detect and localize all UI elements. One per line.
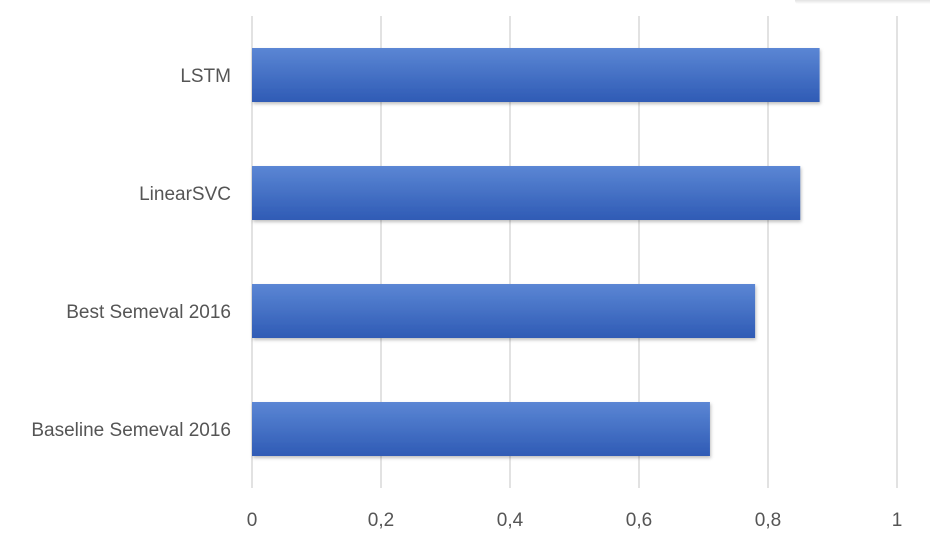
x-tick-label: 1	[892, 510, 903, 531]
x-tick-label: 0,8	[755, 510, 781, 531]
x-tick-label: 0,6	[626, 510, 652, 531]
x-tick-label: 0,2	[368, 510, 394, 531]
category-label: Baseline Semeval 2016	[31, 420, 231, 441]
bar	[252, 284, 756, 338]
bar	[252, 48, 820, 102]
x-axis-ticks: 0 0,2 0,4 0,6 0,8 1	[247, 510, 903, 531]
category-label: LSTM	[180, 66, 231, 87]
x-tick-label: 0	[247, 510, 258, 531]
bar	[252, 166, 801, 220]
bars	[252, 48, 820, 456]
category-label: LinearSVC	[139, 184, 231, 205]
x-tick-label: 0,4	[497, 510, 524, 531]
bar	[252, 402, 710, 456]
category-labels: LSTM LinearSVC Best Semeval 2016 Baseline S…	[31, 66, 231, 441]
window-edge-shadow	[795, 0, 930, 4]
category-label: Best Semeval 2016	[66, 302, 231, 323]
